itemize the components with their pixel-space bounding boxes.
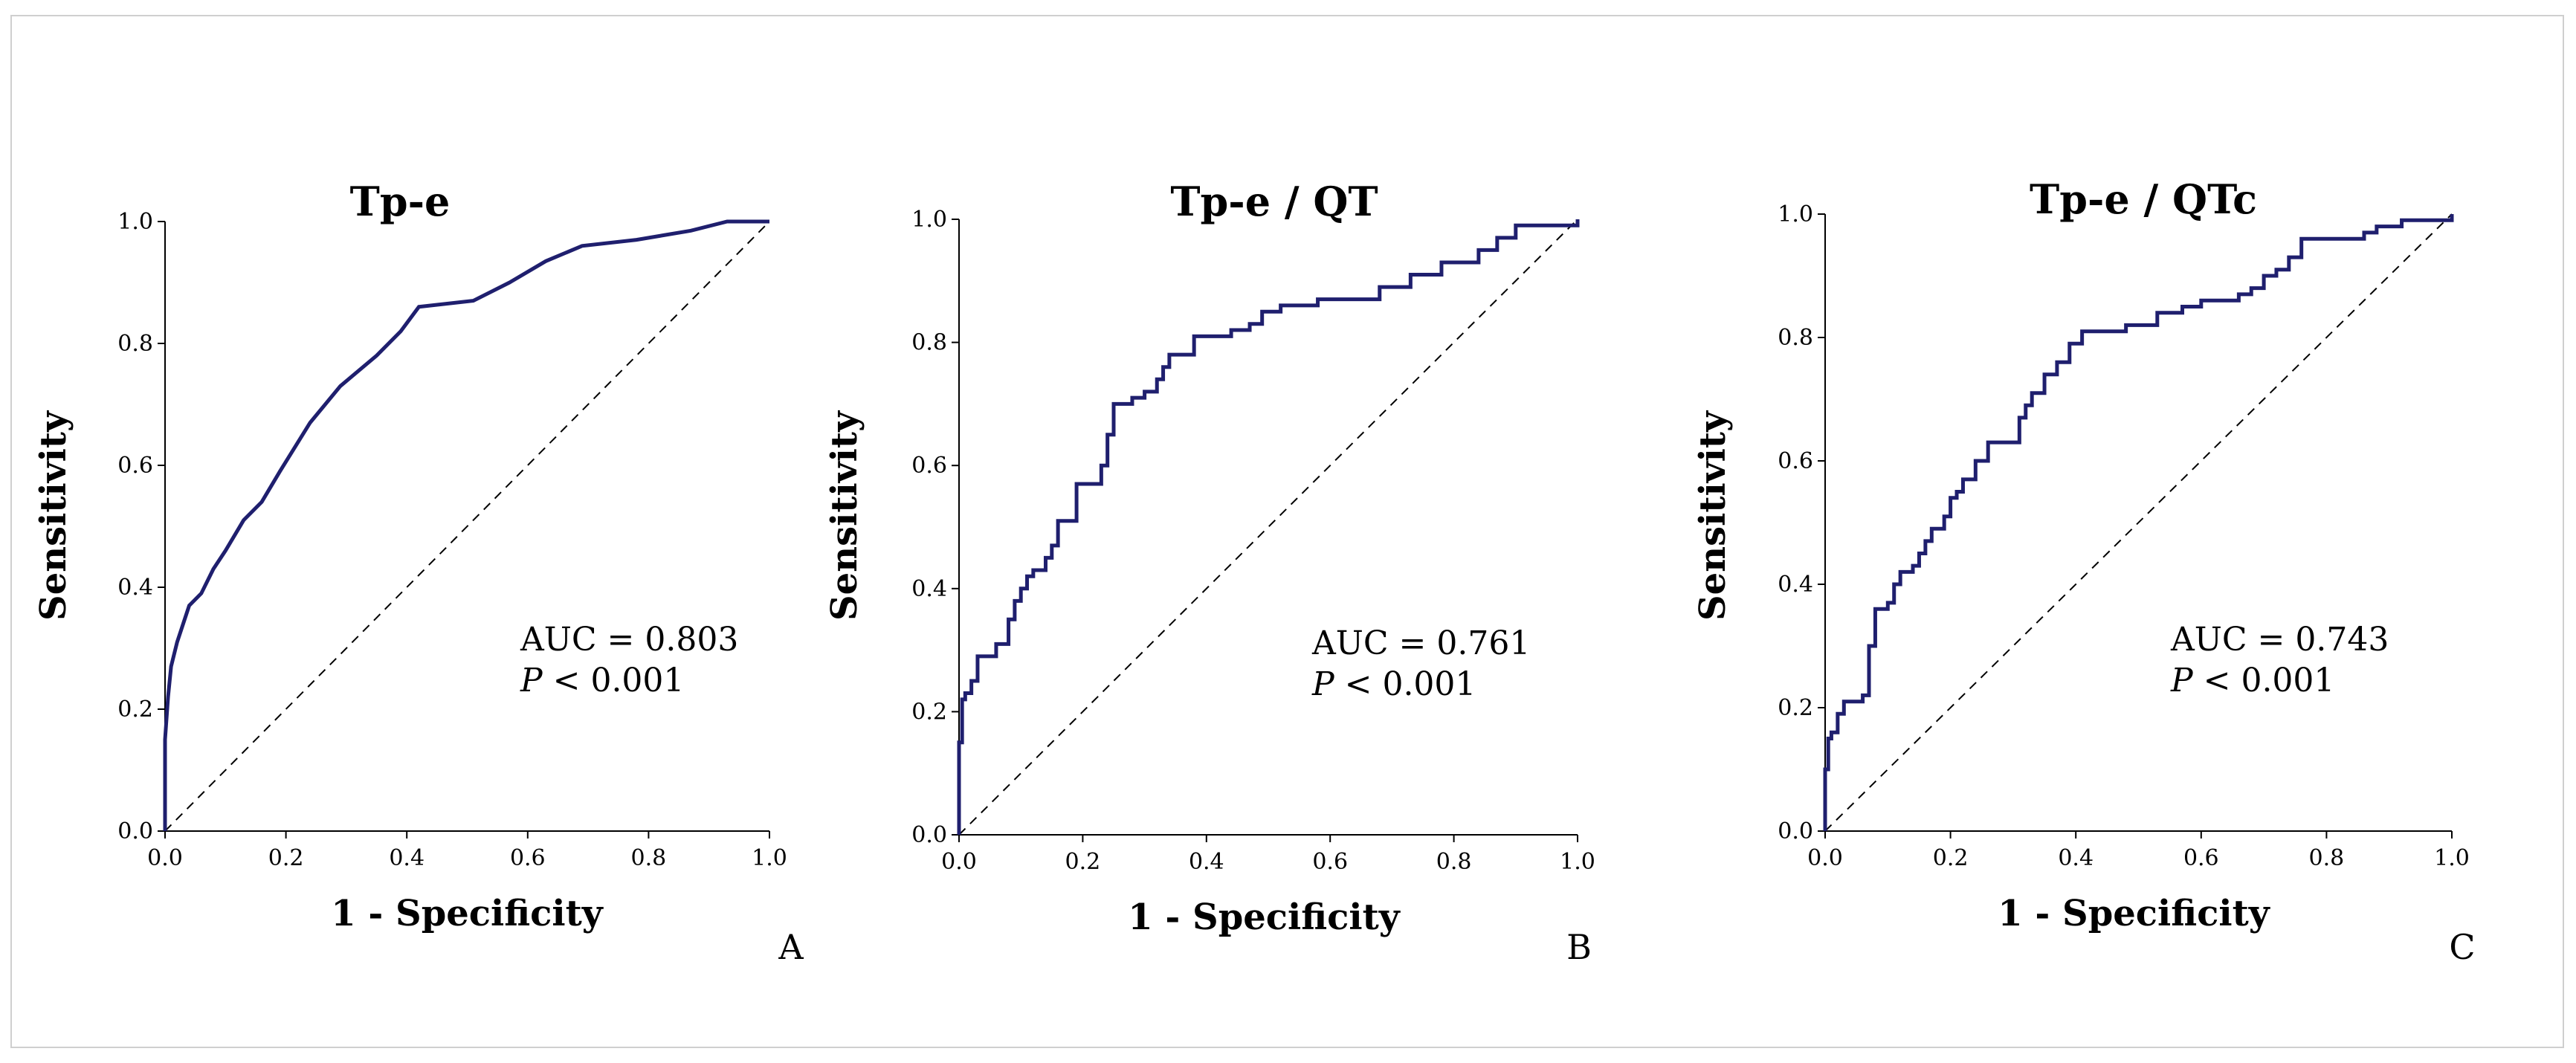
x-tick-label: 0.0 [941,849,977,875]
reference-diagonal-line [958,219,1578,836]
x-tick-label: 0.6 [1312,849,1348,875]
p-value-text: < 0.001 [2193,662,2335,699]
auc-label: AUC = 0.761 [1311,624,1530,662]
y-axis-label: Sensitivity [1692,410,1734,621]
y-tick-label: 0.0 [117,818,153,844]
x-tick-label: 0.2 [268,845,304,871]
p-value-text: < 0.001 [543,662,685,699]
y-tick-label: 0.4 [117,575,153,601]
x-tick-label: 0.4 [1189,849,1224,875]
y-tick-label: 0.8 [117,331,153,357]
chart-title: Tp-e / QTc [2030,175,2257,223]
p-value-label: P < 0.001 [1311,665,1476,703]
panel-c-tpe-qtc: 0.0 0.2 0.4 0.6 0.8 1.0 0.0 0.2 0.4 0.6 0.8 1.0 Tp-e… [1692,175,2476,967]
chart-title: Tp-e / QT [1170,178,1378,225]
p-value-label: P < 0.001 [520,662,684,699]
auc-label: AUC = 0.803 [520,621,738,659]
figure-frame [10,15,2564,1048]
y-tick-label: 0.6 [911,453,947,479]
p-value-label: P < 0.001 [2170,662,2334,699]
p-symbol: P [2170,662,2194,699]
y-tick-label: 0.4 [1778,572,1813,598]
y-tick-label: 0.6 [1778,448,1813,474]
reference-diagonal-line [164,221,770,832]
x-tick-label: 1.0 [2434,845,2470,871]
panel-letter: B [1566,927,1592,967]
x-tick-label: 0.8 [631,845,667,871]
panel-letter: A [778,927,804,967]
x-tick-label: 0.6 [2183,845,2219,871]
y-tick-label: 0.6 [117,453,153,479]
x-tick-label: 0.2 [1933,845,1969,871]
x-axis-label: 1 - Specificity [1998,893,2271,934]
y-tick-label: 0.2 [1778,695,1813,721]
y-tick-label: 1.0 [1778,201,1813,227]
x-tick-label: 0.6 [510,845,546,871]
y-tick-label: 0.2 [911,699,947,725]
x-tick-label: 0.0 [147,845,183,871]
y-tick-label: 0.2 [117,697,153,723]
x-tick-label: 0.4 [389,845,425,871]
roc-curve [957,219,1580,835]
y-tick-label: 1.0 [117,209,153,235]
y-tick-label: 0.8 [1778,325,1813,351]
x-tick-label: 0.0 [1807,845,1843,871]
p-value-text: < 0.001 [1334,665,1476,703]
x-tick-label: 0.4 [2058,845,2094,871]
y-tick-label: 0.4 [911,576,947,602]
x-tick-label: 0.8 [1436,849,1472,875]
y-axis-label: Sensitivity [33,410,74,621]
reference-diagonal-line [1824,213,2453,832]
x-axis-label: 1 - Specificity [1128,896,1401,938]
x-axis-label: 1 - Specificity [331,893,604,934]
y-tick-label: 0.8 [911,330,947,356]
p-symbol: P [520,662,543,699]
roc-curve [1823,214,2454,831]
x-tick-label: 1.0 [1560,849,1595,875]
y-tick-label: 1.0 [911,207,947,233]
x-tick-label: 0.8 [2309,845,2345,871]
y-tick-label: 0.0 [911,822,947,848]
roc-curve [163,219,769,831]
p-symbol: P [1311,665,1335,703]
panel-b-tpe-qt: 0.0 0.2 0.4 0.6 0.8 1.0 0.0 0.2 0.4 0.6 0.8 1.0 Tp-e… [824,178,1595,967]
x-tick-label: 0.2 [1065,849,1101,875]
y-tick-label: 0.0 [1778,818,1813,844]
chart-title: Tp-e [350,178,451,225]
y-axis-label: Sensitivity [824,410,865,621]
panel-letter: C [2449,927,2475,967]
auc-label: AUC = 0.743 [2170,621,2389,659]
panel-a-tpe: 0.0 0.2 0.4 0.6 0.8 1.0 0.0 0.2 0.4 0.6 0.8 1.0 Tp-e… [33,178,804,967]
x-tick-label: 1.0 [752,845,787,871]
